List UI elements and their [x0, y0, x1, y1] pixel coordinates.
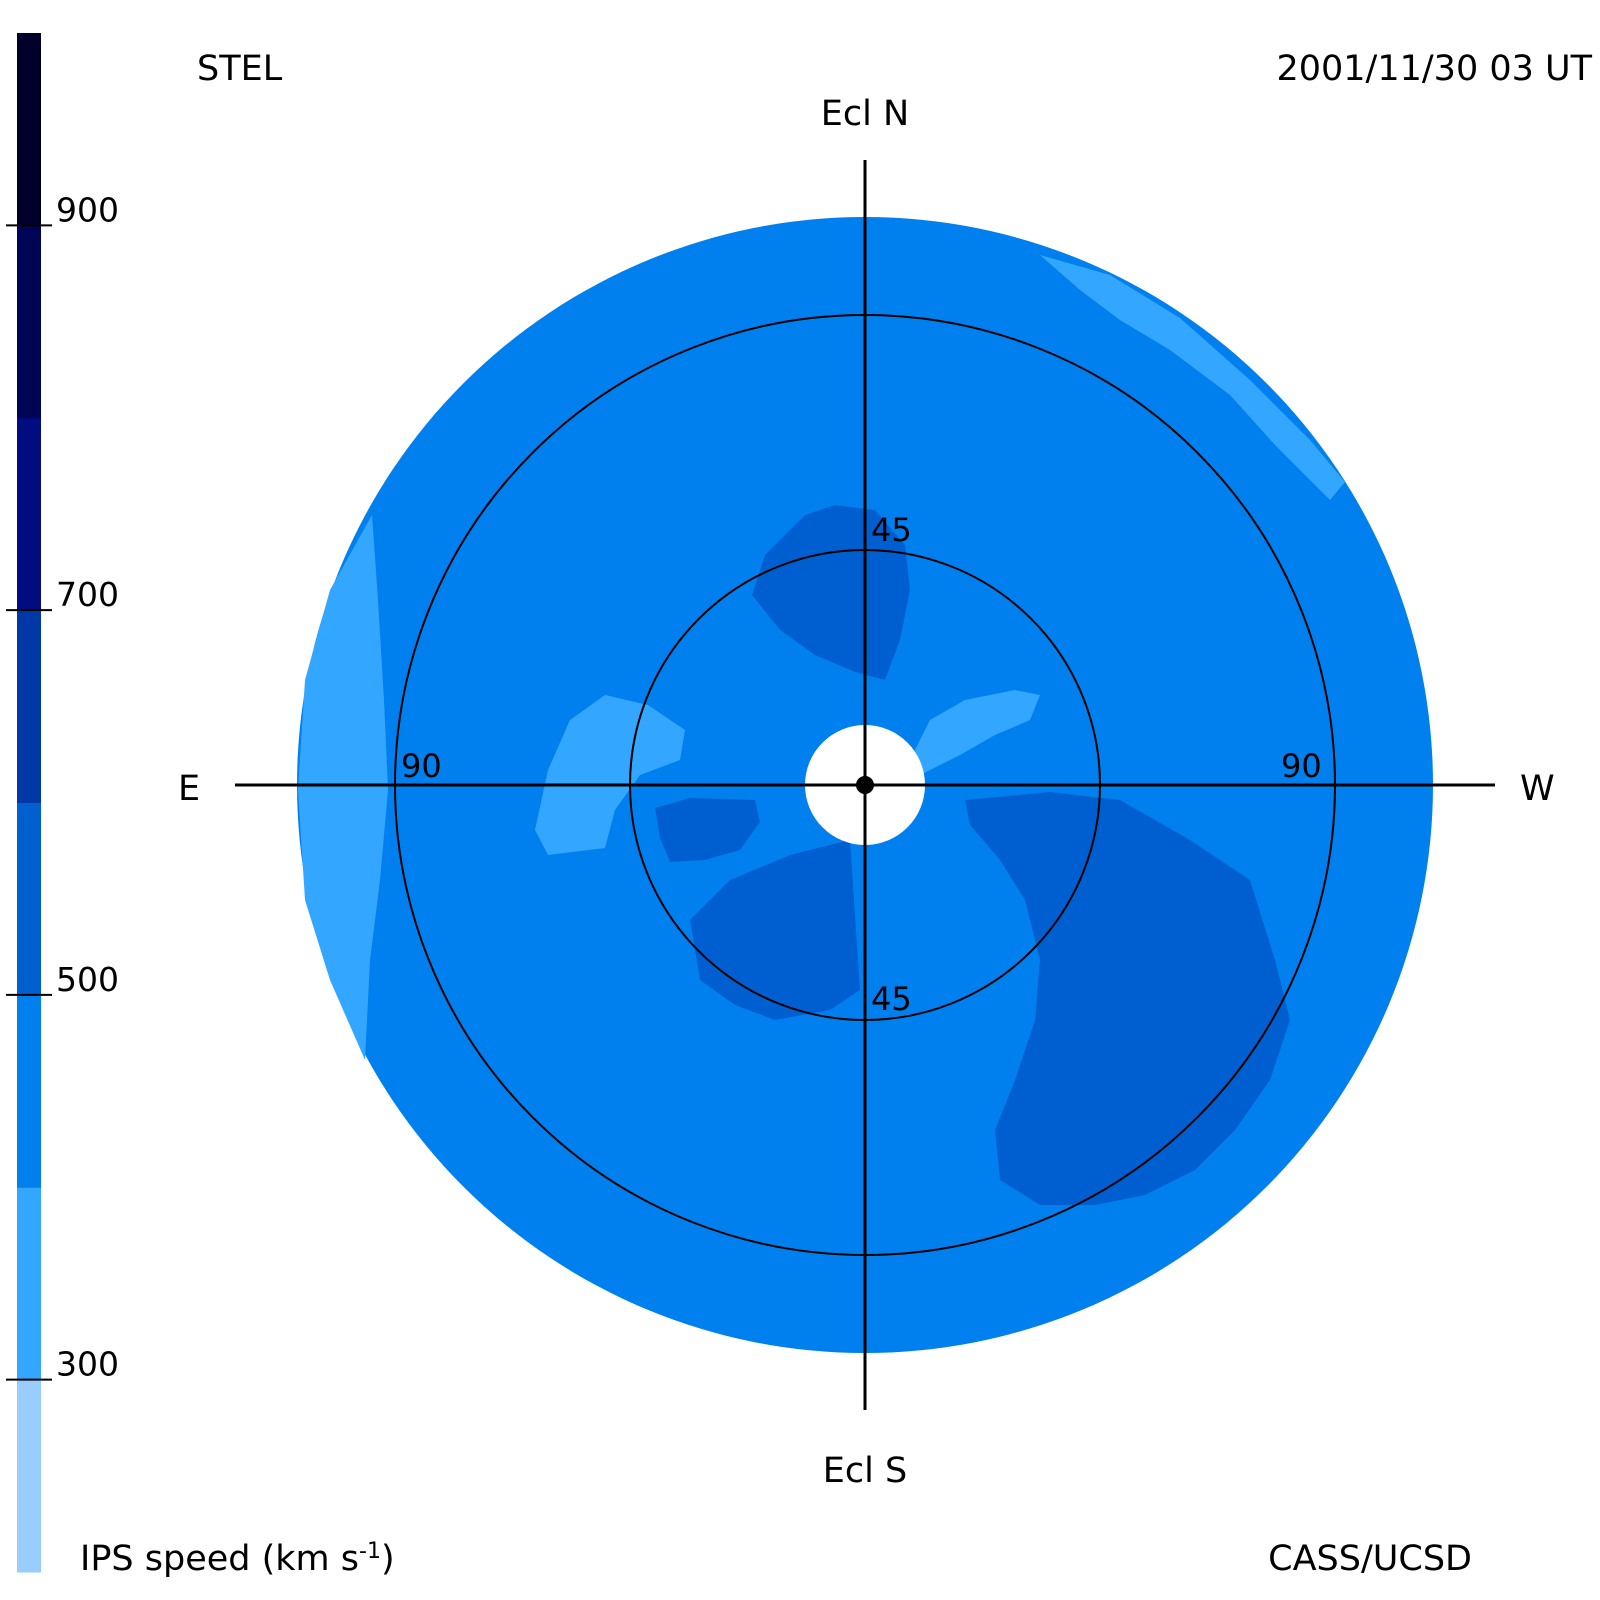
ring-label-90-right: 90 — [1281, 747, 1322, 785]
colorbar-tick-label-500: 500 — [56, 960, 119, 999]
ring-label-45-bottom: 45 — [871, 980, 912, 1018]
dark-region-inner-left — [655, 798, 760, 862]
colorbar-title-main: IPS speed (km s — [80, 1539, 359, 1579]
dark-region-southwest — [965, 792, 1290, 1205]
sun-center-dot — [856, 776, 874, 794]
light-region-left-edge — [298, 515, 388, 1060]
credit-label: CASS/UCSD — [1268, 1539, 1472, 1579]
colorbar-band-900-1000 — [17, 33, 41, 226]
colorbar-title-exponent: -1 — [359, 1539, 381, 1564]
colorbar-band-800-900 — [17, 225, 41, 419]
colorbar: 900 700 500 300 — [6, 33, 119, 1573]
dark-region-lower-left — [690, 840, 860, 1020]
compass-west-label: W — [1520, 769, 1555, 809]
light-region-upper-right — [1040, 255, 1345, 500]
colorbar-band-600-700 — [17, 610, 41, 803]
colorbar-tick-label-700: 700 — [56, 575, 119, 614]
dark-region-north-lobe — [752, 505, 910, 680]
compass-north-label: Ecl N — [821, 94, 909, 134]
light-region-west-of-center — [535, 695, 685, 855]
sky-map: 45 45 90 90 — [235, 160, 1495, 1410]
colorbar-band-200-300 — [17, 1379, 41, 1573]
colorbar-title-close: ) — [381, 1539, 395, 1579]
ring-label-90-left: 90 — [401, 747, 442, 785]
ring-label-45-top: 45 — [871, 511, 912, 549]
colorbar-band-500-600 — [17, 802, 41, 996]
source-label: STEL — [197, 49, 283, 89]
compass-east-label: E — [178, 769, 200, 809]
colorbar-band-700-800 — [17, 417, 41, 611]
light-region-east-of-center — [915, 690, 1040, 775]
timestamp-label: 2001/11/30 03 UT — [1276, 49, 1592, 89]
colorbar-title: IPS speed (km s-1) — [80, 1539, 395, 1579]
colorbar-band-300-400 — [17, 1187, 41, 1381]
compass-south-label: Ecl S — [823, 1451, 907, 1491]
colorbar-band-400-500 — [17, 994, 41, 1188]
colorbar-tick-label-900: 900 — [56, 190, 119, 229]
colorbar-tick-label-300: 300 — [56, 1345, 119, 1384]
